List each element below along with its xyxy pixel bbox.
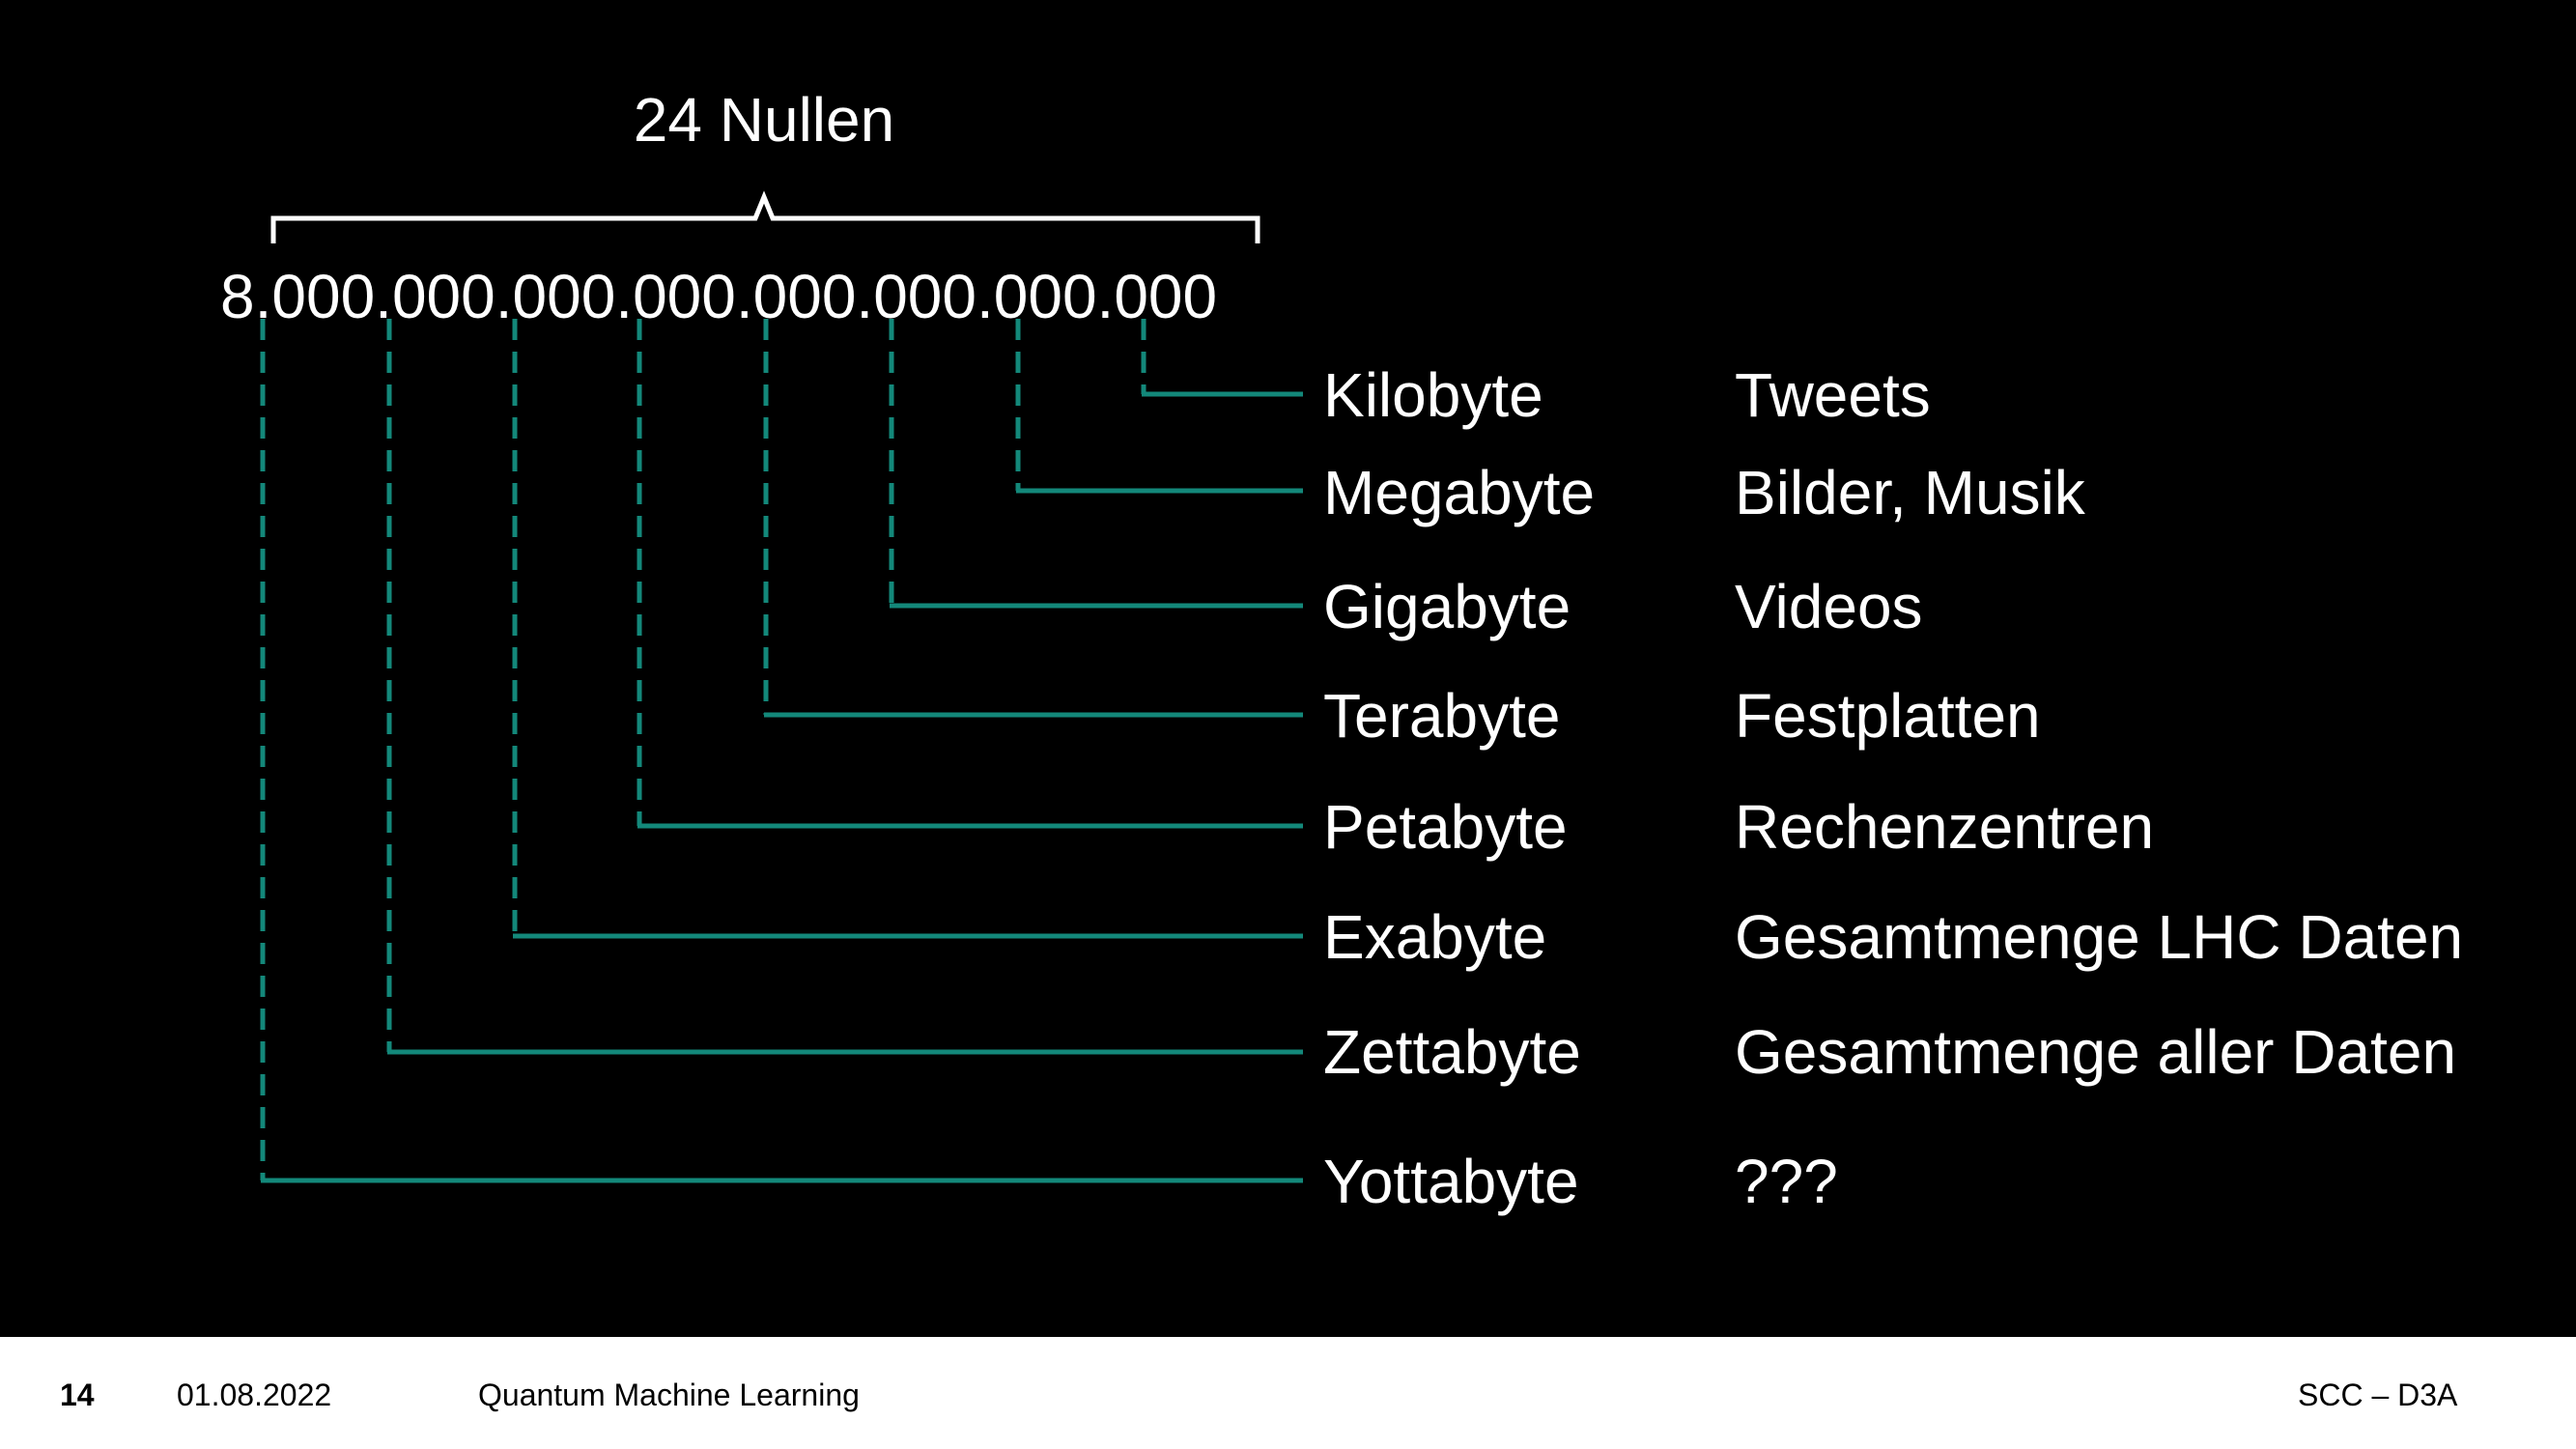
example-zettabyte: Gesamtmenge aller Daten [1735,1017,2457,1087]
big-number: 8.000.000.000.000.000.000.000.000 [220,262,1218,331]
zero-count-label: 24 Nullen [633,85,895,155]
example-petabyte: Rechenzentren [1735,792,2155,862]
connector-diagram [260,190,1303,1183]
unit-label-yottabyte: Yottabyte [1323,1147,1579,1216]
example-yottabyte: ??? [1735,1147,1838,1216]
example-megabyte: Bilder, Musik [1735,458,2085,527]
footer-organization: SCC – D3A [2298,1378,2458,1412]
unit-label-zettabyte: Zettabyte [1323,1017,1581,1087]
footer-date: 01.08.2022 [177,1378,332,1412]
unit-label-petabyte: Petabyte [1323,792,1568,862]
example-gigabyte: Videos [1735,572,1923,641]
unit-label-terabyte: Terabyte [1323,681,1561,751]
footer-bar: 14 01.08.2022 Quantum Machine Learning S… [0,1337,2576,1449]
curly-brace [270,190,1260,243]
unit-label-gigabyte: Gigabyte [1323,572,1571,641]
example-kilobyte: Tweets [1735,360,1931,430]
unit-label-kilobyte: Kilobyte [1323,360,1543,430]
example-terabyte: Festplatten [1735,681,2041,751]
footer-title: Quantum Machine Learning [478,1378,860,1412]
page-number: 14 [60,1378,95,1412]
unit-label-exabyte: Exabyte [1323,902,1547,972]
unit-label-megabyte: Megabyte [1323,458,1596,527]
example-exabyte: Gesamtmenge LHC Daten [1735,902,2464,972]
